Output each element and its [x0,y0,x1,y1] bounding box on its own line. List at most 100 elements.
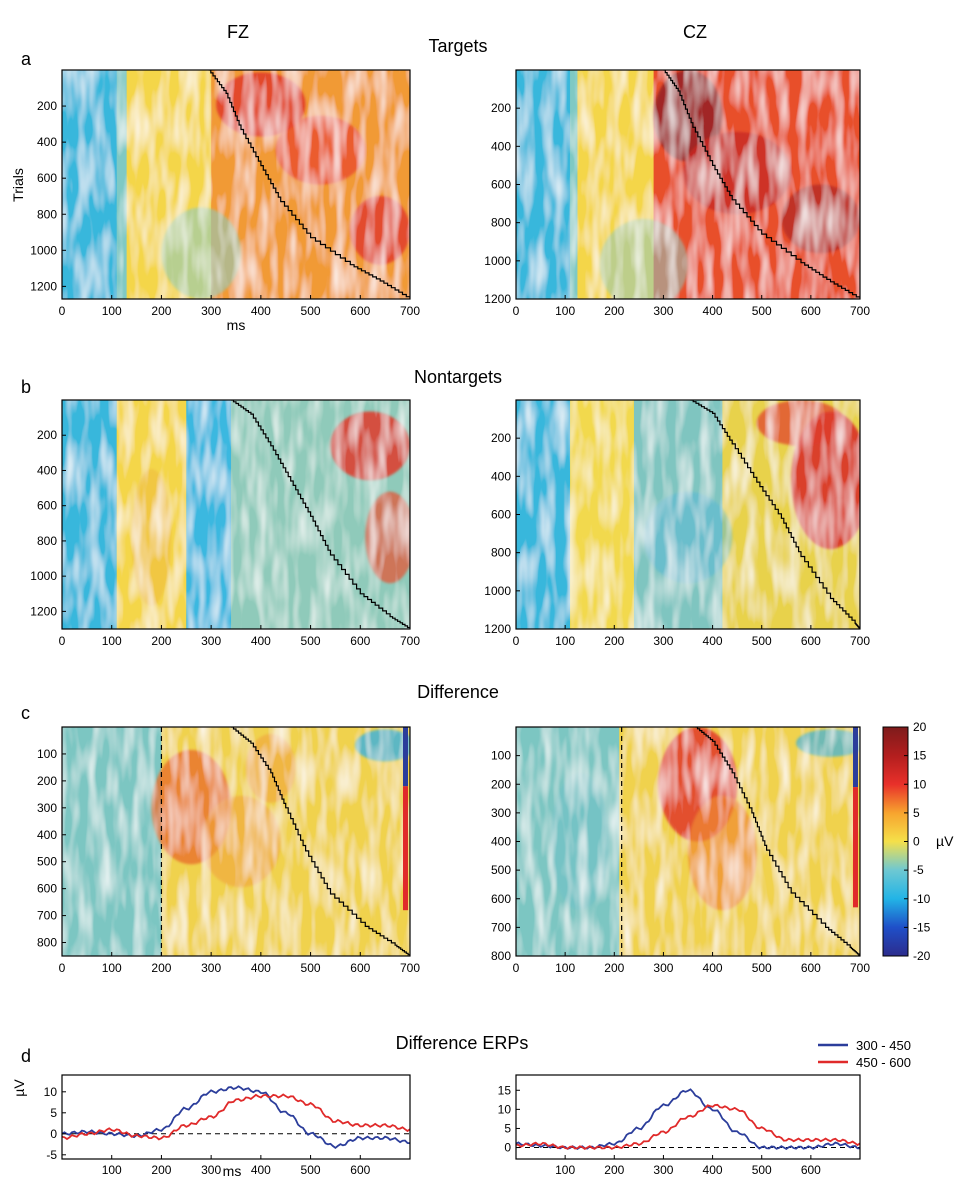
x-tick-label: 0 [59,634,66,648]
legend-label-450-600: 450 - 600 [856,1055,911,1070]
window-bar-1 [403,786,408,911]
heatmap-blob [653,70,723,162]
xlabel-ms-a: ms [227,317,246,333]
heatmap-blob [781,184,860,254]
heatmap-field [62,727,410,956]
heatmap-c-fz: 0 100 200 300 400 500 600 700 100 200 300 400 500 600… [37,726,420,975]
rt-curve [231,727,410,956]
y-tick-label: 800 [37,534,57,548]
x-tick-label: 400 [251,1163,271,1177]
x-tick-label: 300 [653,1163,673,1177]
y-tick-label: 1000 [484,584,511,598]
heatmap-a-cz: 0 100 200 300 400 500 600 700 200 400 600 800 1000 12… [484,69,870,318]
heatmap-blob [791,411,860,549]
x-tick-label: 100 [102,634,122,648]
x-tick-label: 100 [102,304,122,318]
x-tick-label: 300 [201,961,221,975]
x-tick-label: 0 [513,634,520,648]
heatmap-blob [683,131,792,215]
heatmap-blob [599,218,688,299]
y-tick-label: 600 [491,892,511,906]
x-tick-label: 500 [301,304,321,318]
x-tick-label: 0 [513,961,520,975]
heatmap-panels: 0 100 200 300 400 500 600 700200400600800100012… [30,69,870,975]
x-tick-label: 300 [201,634,221,648]
x-tick-label: 200 [151,1163,171,1177]
heatmap-band [62,400,118,629]
x-tick-label: 400 [703,304,723,318]
panel-frame [61,726,411,957]
x-tick-label: 400 [251,961,271,975]
heatmap-c-cz: 0 100 200 300 400 500 600 700 100 200 300 400 500 600… [491,726,870,975]
x-tick-label: 200 [604,961,624,975]
erp-cz: 100 200 300 400 500 600 15 10 5 0 [498,1074,861,1177]
heatmap-blobs [131,411,410,607]
column-title-fz: FZ [227,22,249,42]
y-tick-label: 400 [37,828,57,842]
x-tick-label: 100 [102,961,122,975]
x-tick-label: 100 [555,1163,575,1177]
y-tick-label: 700 [37,909,57,923]
x-tick-label: 100 [555,961,575,975]
heatmap-blob [131,468,172,607]
x-tick-label: 500 [301,1163,321,1177]
y-tick-label: 800 [491,216,511,230]
y-tick-label: 1000 [484,254,511,268]
x-tick-label: 700 [850,961,870,975]
y-tick-label: 1000 [30,569,57,583]
y-tick-label: 400 [491,835,511,849]
panel-frame [61,69,411,300]
rt-curve [208,70,410,299]
y-tick-label: 100 [491,749,511,763]
y-tick-label: 200 [37,99,57,113]
section-title-nontargets: Nontargets [414,367,502,387]
heatmap-blob [365,491,410,584]
legend-label-300-450: 300 - 450 [856,1038,911,1053]
y-tick-label: 400 [37,463,57,477]
rt-curve [663,70,860,299]
colorbar-tick-label: 5 [913,806,920,820]
x-tick-label: 600 [801,304,821,318]
rt-curve [695,727,860,956]
y-tick-label: 15 [498,1083,512,1097]
x-tick-label: 700 [400,304,420,318]
heatmap-band [516,70,571,299]
y-tick-label: 400 [37,135,57,149]
section-title-difference: Difference [417,682,499,702]
x-tick-label: 300 [653,304,673,318]
legend: 300 - 450 450 - 600 [818,1038,911,1070]
heatmap-band [570,400,635,629]
x-tick-label: 200 [151,304,171,318]
panel-letter-c: c [21,703,30,723]
y-tick-label: 600 [37,499,57,513]
window-bar-0 [853,727,858,788]
y-tick-label: 800 [491,949,511,963]
heatmap-blob [275,115,366,185]
x-tick-label: 600 [801,634,821,648]
y-tick-label: 200 [491,431,511,445]
x-tick-label: 100 [555,304,575,318]
x-tick-label: 300 [653,634,673,648]
x-tick-label: 500 [301,961,321,975]
x-tick-label: 100 [102,1163,122,1177]
rt-curve [231,400,410,629]
heatmap-field [516,400,860,629]
x-tick-label: 500 [752,634,772,648]
heatmap-blob [330,411,410,481]
erp-fz: 100 200 300 400 500 600 10 5 0 -5 [44,1074,411,1177]
colorbar-tick-label: 15 [913,749,927,763]
window-bar-1 [853,787,858,908]
y-tick-label: 10 [44,1085,58,1099]
x-tick-label: 500 [752,1163,772,1177]
heatmap-field [516,727,860,956]
y-tick-label: 5 [504,1121,511,1135]
panel-frame [61,399,411,630]
y-tick-label: -5 [46,1148,57,1162]
x-tick-label: 600 [350,634,370,648]
x-tick-label: 700 [850,634,870,648]
x-tick-label: 500 [301,634,321,648]
y-tick-label: 200 [491,777,511,791]
panel-frame [61,1074,411,1160]
colorbar-unit: µV [936,833,954,849]
